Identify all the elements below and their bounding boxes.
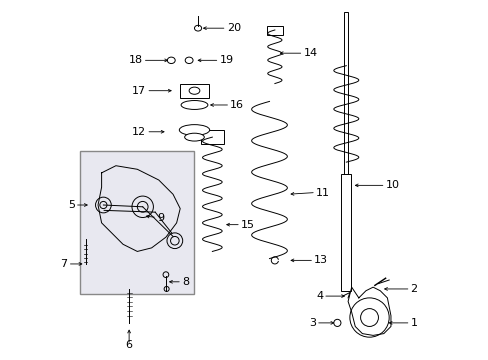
Ellipse shape	[189, 87, 200, 94]
Text: 9: 9	[157, 212, 164, 222]
Text: 3: 3	[308, 318, 315, 328]
Text: 4: 4	[315, 291, 323, 301]
Ellipse shape	[179, 125, 209, 135]
Bar	[201, 130, 224, 144]
Text: 7: 7	[61, 259, 67, 269]
Ellipse shape	[184, 133, 204, 141]
Text: 2: 2	[410, 284, 417, 294]
Text: 6: 6	[125, 340, 132, 350]
Bar	[80, 152, 194, 294]
Ellipse shape	[194, 25, 201, 31]
Text: 13: 13	[313, 255, 327, 265]
Text: 14: 14	[303, 48, 317, 58]
Bar	[341, 174, 350, 291]
Text: 18: 18	[128, 55, 142, 65]
Text: 15: 15	[241, 220, 254, 230]
Text: 19: 19	[219, 55, 233, 65]
Ellipse shape	[167, 57, 175, 64]
Text: 17: 17	[132, 86, 146, 96]
Text: 8: 8	[182, 277, 189, 287]
Text: 12: 12	[132, 127, 146, 137]
Bar	[180, 84, 208, 98]
Ellipse shape	[185, 57, 193, 64]
Bar	[266, 26, 283, 35]
Text: 11: 11	[315, 188, 329, 198]
Text: 5: 5	[68, 200, 75, 210]
Ellipse shape	[181, 100, 207, 109]
Text: 20: 20	[226, 23, 240, 33]
Text: 1: 1	[410, 318, 417, 328]
Bar	[344, 12, 347, 174]
Text: 16: 16	[230, 100, 244, 110]
Text: 10: 10	[385, 180, 399, 190]
